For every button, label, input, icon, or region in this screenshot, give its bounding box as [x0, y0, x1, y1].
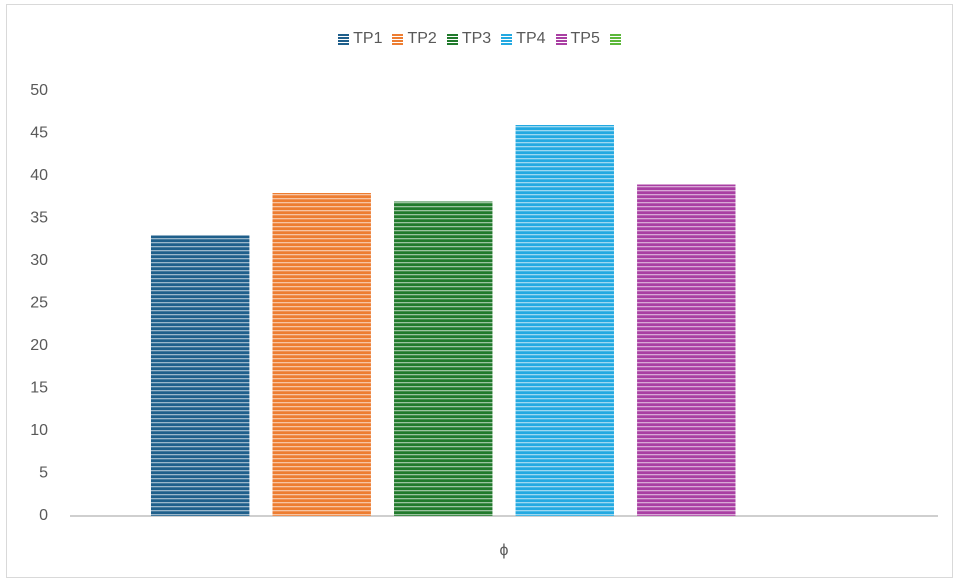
legend-label: TP3 — [461, 30, 492, 47]
y-tick-label: 10 — [30, 422, 48, 439]
y-tick-label: 45 — [30, 125, 48, 142]
y-tick-label: 30 — [30, 252, 48, 269]
legend-label: TP1 — [353, 30, 383, 47]
legend-swatch — [392, 33, 404, 45]
legend-item: TP2 — [392, 30, 437, 48]
bar — [272, 193, 371, 516]
legend-swatch — [446, 33, 458, 45]
legend-label: TP5 — [570, 30, 600, 47]
legend-item: TP1 — [338, 30, 382, 48]
y-tick-label: 20 — [30, 337, 48, 354]
y-tick-label: 25 — [30, 295, 48, 312]
legend-swatch — [555, 33, 567, 45]
bar — [637, 184, 736, 516]
y-tick-label: 50 — [30, 82, 48, 99]
legend-label: TP4 — [516, 30, 546, 47]
legend-swatch — [338, 33, 350, 45]
legend-label: TP2 — [407, 30, 437, 47]
y-tick-label: 5 — [39, 465, 48, 482]
legend-item: TP4 — [501, 30, 546, 48]
legend: TP1 TP2 TP3 TP4 TP5 — [0, 30, 959, 48]
bar — [394, 201, 493, 516]
legend-item: TP3 — [446, 30, 492, 48]
y-tick-label: 35 — [30, 210, 48, 227]
legend-item: TP5 — [555, 30, 600, 48]
x-tick-label: ϕ — [500, 542, 509, 559]
y-tick-label: 40 — [30, 167, 48, 184]
bar — [515, 125, 614, 516]
legend-swatch — [609, 33, 621, 45]
legend-item — [609, 30, 621, 48]
y-tick-label: 15 — [30, 380, 48, 397]
legend-swatch — [501, 33, 513, 45]
y-tick-label: 0 — [39, 507, 48, 524]
bar — [150, 235, 250, 516]
